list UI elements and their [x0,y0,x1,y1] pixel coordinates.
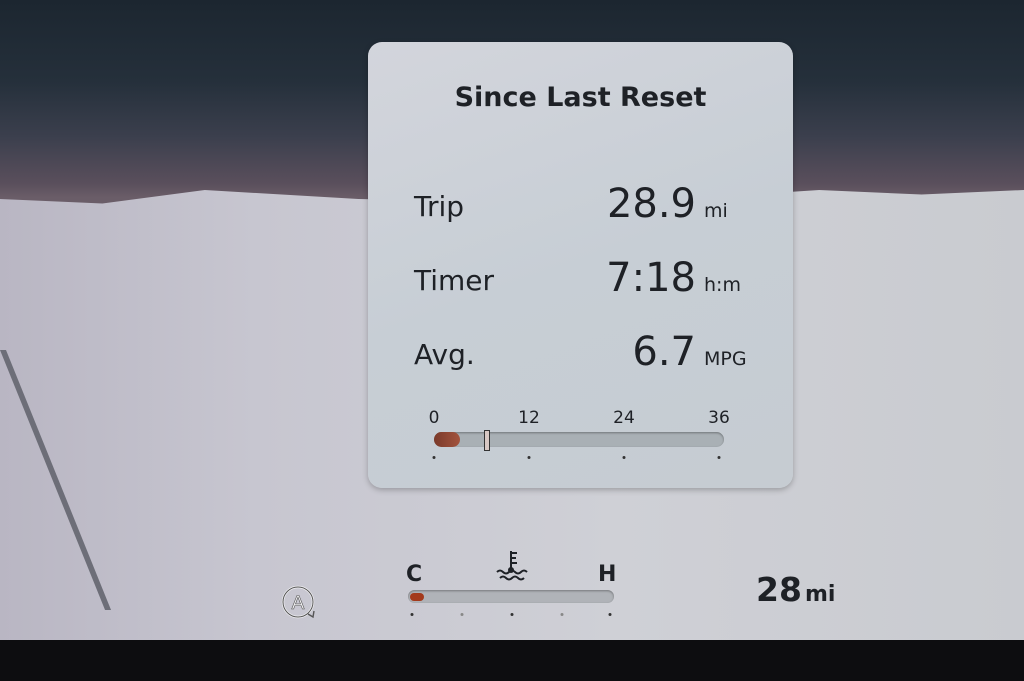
mpg-gauge: 0 12 24 36 [429,402,730,462]
trip-unit: mi [704,200,728,222]
avg-unit: MPG [704,348,747,370]
trip-value: 28.9 [606,181,696,227]
mpg-dot [527,456,531,459]
range-value: 28 [756,570,802,609]
range-unit: mi [804,582,836,607]
temp-fill [410,593,424,601]
mpg-dot [432,456,436,459]
temp-dot [410,613,414,616]
coolant-temp-gauge: C H [406,548,616,618]
mpg-tick: 0 [428,408,440,428]
mpg-dot [622,456,626,459]
avg-row: Avg. 6.7 MPG [414,327,754,377]
mpg-track [434,430,724,451]
temp-dot [608,613,612,616]
temp-dot [560,613,564,616]
trip-label: Trip [414,190,465,223]
avg-label: Avg. [414,338,475,371]
timer-label: Timer [414,264,495,297]
trip-row: Trip 28.9 mi [414,179,754,229]
mpg-tick: 24 [613,408,635,428]
temp-dot [460,613,464,616]
mpg-dot [717,456,721,459]
mpg-tick: 12 [518,408,540,428]
bezel [0,640,1024,681]
svg-text:A: A [292,592,305,614]
mpg-tick: 36 [708,408,730,428]
temp-track [408,590,614,603]
temp-dot [510,613,514,616]
avg-value: 6.7 [632,329,696,375]
timer-row: Timer 7:18 h:m [414,253,754,303]
coolant-temperature-icon [496,551,528,581]
mpg-average-marker [484,430,491,451]
trip-info-popup: Since Last Reset Trip 28.9 mi Timer 7:18 h… [368,42,793,488]
range-readout: 28 mi [756,570,835,609]
cold-label: C [406,562,423,587]
hot-label: H [598,562,617,587]
timer-unit: h:m [704,274,741,296]
popup-title: Since Last Reset [454,82,707,113]
auto-stop-start-icon: A [278,584,320,628]
timer-value: 7:18 [606,255,696,301]
mpg-instant-fill [434,432,461,447]
